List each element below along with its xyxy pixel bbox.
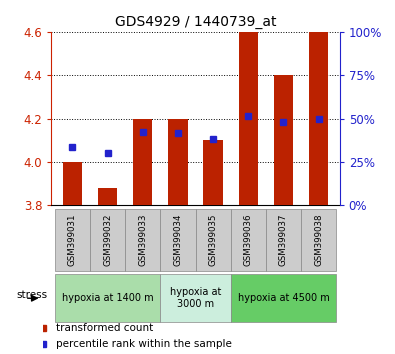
Bar [133, 119, 152, 205]
Bar [63, 162, 82, 205]
Text: hypoxia at 4500 m: hypoxia at 4500 m [237, 293, 329, 303]
Bar [274, 75, 293, 205]
Bar [301, 209, 336, 271]
Bar [309, 32, 328, 205]
Bar [55, 209, 90, 271]
Bar [90, 209, 125, 271]
Bar [160, 209, 196, 271]
Text: GSM399036: GSM399036 [244, 213, 253, 266]
Bar [55, 274, 160, 322]
Text: hypoxia at 1400 m: hypoxia at 1400 m [62, 293, 153, 303]
Bar [203, 140, 223, 205]
Text: GSM399038: GSM399038 [314, 213, 323, 266]
Text: GSM399033: GSM399033 [138, 213, 147, 266]
Text: stress: stress [16, 290, 47, 300]
Bar [196, 209, 231, 271]
Bar [231, 209, 266, 271]
Text: percentile rank within the sample: percentile rank within the sample [56, 339, 231, 349]
Text: GSM399037: GSM399037 [279, 213, 288, 266]
Text: GSM399031: GSM399031 [68, 213, 77, 266]
Text: GSM399035: GSM399035 [209, 213, 218, 266]
Text: transformed count: transformed count [56, 323, 153, 333]
Text: GSM399034: GSM399034 [173, 213, 182, 266]
Title: GDS4929 / 1440739_at: GDS4929 / 1440739_at [115, 16, 276, 29]
Bar [160, 274, 231, 322]
Bar [231, 274, 336, 322]
Bar [266, 209, 301, 271]
Text: hypoxia at
3000 m: hypoxia at 3000 m [170, 287, 221, 309]
Bar [168, 119, 188, 205]
Bar [125, 209, 160, 271]
Bar [98, 188, 117, 205]
Text: GSM399032: GSM399032 [103, 213, 112, 266]
Bar [239, 32, 258, 205]
